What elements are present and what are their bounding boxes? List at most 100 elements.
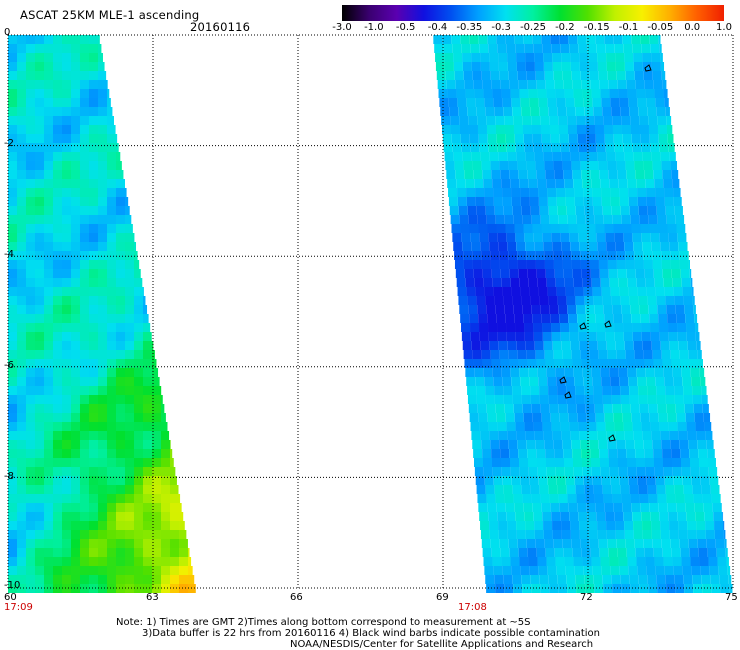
east-swath-cell (572, 548, 582, 557)
west-swath-cell (53, 170, 62, 179)
east-swath-cell (528, 179, 538, 188)
east-swath-cell (726, 557, 729, 566)
west-swath-cell (89, 89, 98, 98)
west-swath-cell (35, 125, 44, 134)
east-swath-cell (654, 278, 664, 287)
east-swath-cell (498, 521, 508, 530)
west-swath-cell (125, 278, 134, 287)
east-swath-cell (597, 521, 607, 530)
east-swath-cell (568, 413, 578, 422)
east-swath-cell (503, 386, 513, 395)
west-swath-cell (161, 458, 170, 467)
east-swath-cell (559, 134, 569, 143)
west-swath-cell (35, 296, 44, 305)
east-swath-cell (567, 404, 577, 413)
west-swath-cell (44, 404, 53, 413)
east-swath-cell (627, 368, 637, 377)
east-swath-cell (540, 116, 550, 125)
east-swath-cell (599, 269, 609, 278)
east-swath-cell (620, 206, 630, 215)
west-swath-cell (35, 395, 44, 404)
west-swath-cell (53, 305, 62, 314)
east-swath-cell (653, 80, 663, 89)
east-swath-cell (436, 71, 446, 80)
footer-note-2: 3)Data buffer is 22 hrs from 20160116 4)… (142, 628, 600, 639)
west-swath-cell (17, 62, 26, 71)
east-swath-cell (605, 323, 615, 332)
east-swath-cell (443, 44, 453, 53)
west-swath-cell (35, 449, 44, 458)
east-swath-cell (663, 467, 673, 476)
east-swath-cell (513, 305, 523, 314)
east-swath-cell (521, 395, 531, 404)
east-swath-cell (561, 242, 571, 251)
east-swath-cell (576, 584, 586, 593)
west-swath-cell (89, 341, 98, 350)
east-swath-cell (603, 215, 613, 224)
west-swath-cell (89, 152, 98, 161)
east-swath-cell (531, 116, 541, 125)
west-swath-cell (80, 188, 89, 197)
east-swath-cell (657, 125, 667, 134)
west-swath-cell (62, 332, 71, 341)
east-swath-cell (650, 143, 660, 152)
east-swath-cell (450, 116, 460, 125)
east-swath-cell (531, 404, 541, 413)
west-swath-cell (53, 314, 62, 323)
west-swath-cell (53, 152, 62, 161)
east-swath-cell (674, 575, 684, 584)
east-swath-cell (560, 143, 570, 152)
west-swath-cell (53, 179, 62, 188)
east-swath-cell (579, 53, 589, 62)
east-swath-cell (510, 458, 520, 467)
east-swath-cell (528, 278, 538, 287)
east-swath-cell (555, 557, 565, 566)
east-swath-cell (488, 233, 498, 242)
east-swath-cell (695, 512, 705, 521)
east-swath-cell (677, 512, 687, 521)
east-swath-cell (583, 98, 593, 107)
west-swath-cell (116, 269, 125, 278)
east-swath-cell (594, 494, 604, 503)
west-swath-cell (188, 575, 195, 584)
west-swath-cell (71, 566, 80, 575)
west-swath-cell (152, 494, 161, 503)
west-swath-cell (152, 395, 161, 404)
east-swath-cell (582, 557, 592, 566)
east-swath-cell (551, 233, 561, 242)
east-swath-cell (500, 359, 510, 368)
east-swath-cell (671, 170, 679, 179)
east-swath-cell (573, 458, 583, 467)
east-swath-cell (521, 575, 531, 584)
west-swath-cell (8, 458, 17, 467)
east-swath-cell (597, 242, 607, 251)
east-swath-cell (641, 44, 651, 53)
east-swath-cell (499, 71, 509, 80)
east-swath-cell (479, 44, 489, 53)
west-swath-cell (98, 530, 107, 539)
east-swath-cell (505, 224, 515, 233)
east-swath-cell (580, 71, 590, 80)
west-swath-cell (44, 125, 53, 134)
west-swath-cell (80, 134, 89, 143)
west-swath-cell (17, 341, 26, 350)
east-swath-cell (675, 215, 685, 224)
east-swath-cell (586, 413, 596, 422)
east-swath-cell (630, 125, 640, 134)
west-swath-cell (152, 512, 161, 521)
east-swath-cell (443, 143, 453, 152)
west-swath-cell (89, 323, 98, 332)
east-swath-cell (640, 224, 650, 233)
east-swath-cell (610, 197, 620, 206)
east-swath-cell (638, 575, 648, 584)
west-swath-cell (17, 548, 26, 557)
east-swath-cell (534, 53, 544, 62)
east-swath-cell (555, 179, 565, 188)
east-swath-cell (605, 143, 615, 152)
east-swath-cell (602, 575, 612, 584)
east-swath-cell (557, 107, 567, 116)
east-swath-cell (615, 242, 625, 251)
west-swath-cell (62, 80, 71, 89)
east-swath-cell (702, 584, 712, 593)
west-swath-cell (17, 161, 26, 170)
